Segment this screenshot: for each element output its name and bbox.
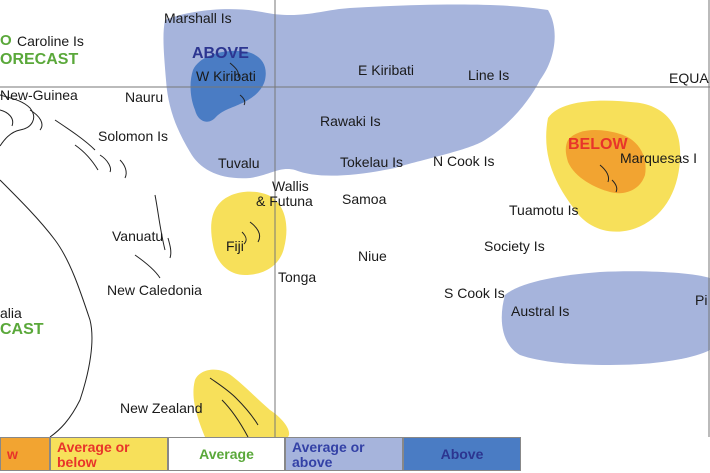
label-marquesas-is: Marquesas I	[620, 150, 698, 166]
region-below	[565, 130, 646, 194]
legend-average-or-below: Average or below	[50, 437, 168, 471]
label-rawaki-is: Rawaki Is	[320, 113, 381, 129]
label-australia: alia	[0, 305, 22, 321]
label-futuna: & Futuna	[256, 193, 313, 209]
label-caroline-is: Caroline Is	[17, 33, 84, 49]
label-wallis: Wallis	[272, 178, 309, 194]
label-niue: Niue	[358, 248, 387, 264]
label-society-is: Society Is	[484, 238, 545, 254]
label-marshall-is: Marshall Is	[164, 10, 232, 26]
label-solomon-is: Solomon Is	[98, 128, 169, 144]
region-average-or-below-fiji	[211, 191, 287, 275]
coastlines	[0, 62, 618, 437]
legend-above-label: Above	[440, 446, 484, 462]
label-above-region: ABOVE	[192, 45, 249, 62]
label-new-zealand: New Zealand	[120, 400, 203, 416]
forecast-title: ORECAST	[0, 51, 79, 68]
label-vanuatu: Vanuatu	[112, 228, 164, 244]
label-pi: Pi	[695, 292, 708, 308]
legend-average-or-above: Average or above	[285, 437, 403, 471]
region-average-or-above-north	[163, 4, 555, 179]
label-new-caledonia: New Caledonia	[107, 282, 202, 298]
forecast-title-o: O	[0, 32, 12, 49]
label-below-region: BELOW	[568, 136, 628, 153]
region-average-or-above-south	[501, 271, 710, 365]
region-above	[190, 50, 266, 122]
label-tuvalu: Tuvalu	[218, 155, 260, 171]
forecast-title-australia: CAST	[0, 321, 44, 338]
label-s-cook-is: S Cook Is	[444, 285, 505, 301]
label-n-cook-is: N Cook Is	[433, 153, 495, 169]
legend: w Average or below Average Average or ab…	[0, 437, 710, 473]
label-austral-is: Austral Is	[511, 303, 570, 319]
forecast-map	[0, 0, 710, 437]
label-tuamotu-is: Tuamotu Is	[509, 202, 579, 218]
legend-average: Average	[168, 437, 285, 471]
label-samoa: Samoa	[342, 191, 387, 207]
label-new-guinea: New-Guinea	[0, 87, 78, 103]
label-nauru: Nauru	[125, 89, 164, 105]
label-equator: EQUA	[669, 70, 709, 86]
legend-below-label: w	[7, 446, 18, 462]
label-tokelau-is: Tokelau Is	[340, 154, 404, 170]
legend-above: Above	[403, 437, 521, 471]
legend-below: w	[0, 437, 50, 471]
legend-average-label: Average	[199, 446, 254, 462]
label-fiji: Fiji	[226, 238, 244, 254]
label-tonga: Tonga	[278, 269, 317, 285]
label-line-is: Line Is	[468, 67, 510, 83]
legend-average-or-below-label: Average or below	[57, 439, 130, 470]
label-w-kiribati: W Kiribati	[196, 68, 256, 84]
label-e-kiribati: E Kiribati	[358, 62, 415, 78]
legend-average-or-above-label: Average or above	[292, 439, 365, 470]
